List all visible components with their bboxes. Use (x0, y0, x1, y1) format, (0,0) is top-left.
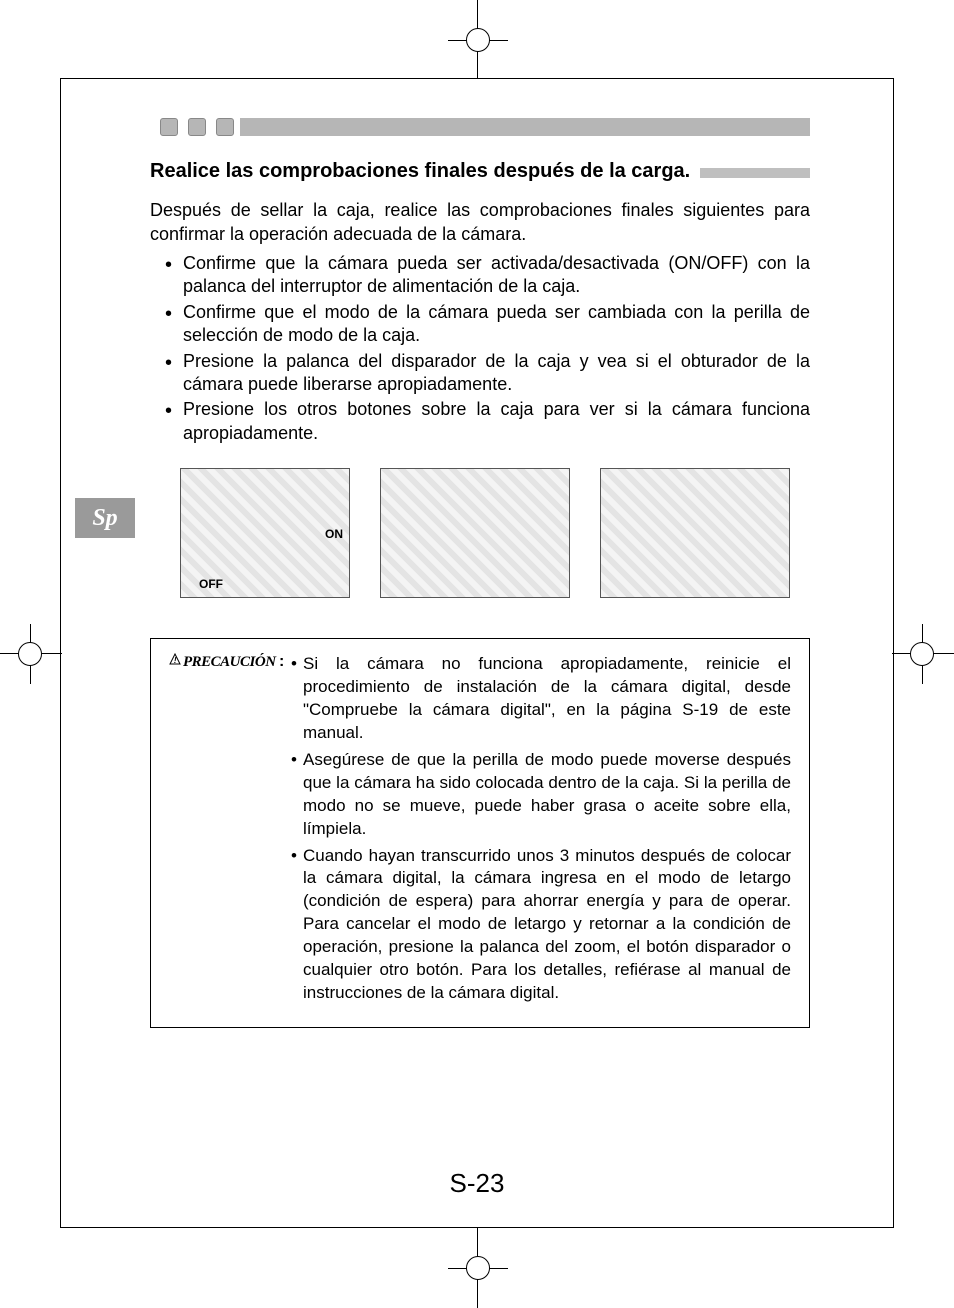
illustration-power-switch: ON OFF (180, 468, 350, 598)
caution-item: Si la cámara no funciona apropiadamente,… (291, 653, 791, 745)
heading-underline-icon (700, 168, 810, 178)
caution-item: Cuando hayan transcurrido unos 3 minutos… (291, 845, 791, 1006)
label-on: ON (325, 527, 343, 541)
language-tab: Sp (75, 498, 135, 538)
caution-label: ! PRECAUCIÓN (169, 653, 279, 1009)
list-item: Confirme que la cámara pueda ser activad… (165, 252, 810, 299)
page: Realice las comprobaciones finales despu… (0, 0, 954, 1308)
registration-mark-top (448, 0, 508, 80)
list-item: Confirme que el modo de la cámara pueda … (165, 301, 810, 348)
illustration-mode-dial (380, 468, 570, 598)
page-number: S-23 (0, 1168, 954, 1199)
list-item: Presione los otros botones sobre la caja… (165, 398, 810, 445)
header-bar (240, 118, 810, 136)
header-square (216, 118, 234, 136)
header-square (188, 118, 206, 136)
caution-body: Si la cámara no funciona apropiadamente,… (291, 653, 791, 1009)
registration-mark-bottom (448, 1228, 508, 1308)
list-item: Presione la palanca del disparador de la… (165, 350, 810, 397)
check-list: Confirme que la cámara pueda ser activad… (165, 252, 810, 447)
warning-triangle-icon: ! (169, 653, 181, 670)
registration-mark-left (0, 624, 62, 684)
caution-box: ! PRECAUCIÓN : Si la cámara no funciona … (150, 638, 810, 1028)
caution-label-text: PRECAUCIÓN (183, 654, 276, 670)
label-off: OFF (199, 577, 223, 591)
caution-colon: : (279, 653, 291, 1009)
header-square (160, 118, 178, 136)
illustration-shutter (600, 468, 790, 598)
intro-text: Después de sellar la caja, realice las c… (150, 198, 810, 247)
section-heading: Realice las comprobaciones finales despu… (150, 160, 690, 183)
caution-item: Asegúrese de que la perilla de modo pued… (291, 749, 791, 841)
registration-mark-right (892, 624, 954, 684)
